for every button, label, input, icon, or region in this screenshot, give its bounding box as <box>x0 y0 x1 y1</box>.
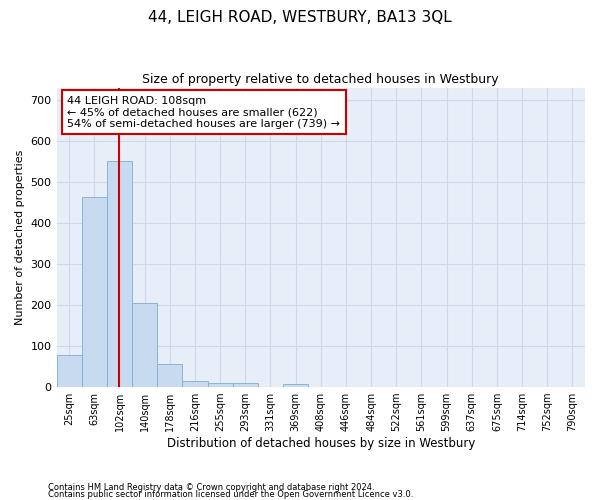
Bar <box>182 381 208 387</box>
Bar <box>132 302 157 387</box>
Bar <box>82 198 107 387</box>
Title: Size of property relative to detached houses in Westbury: Size of property relative to detached ho… <box>142 72 499 86</box>
Text: 44 LEIGH ROAD: 108sqm
← 45% of detached houses are smaller (622)
54% of semi-det: 44 LEIGH ROAD: 108sqm ← 45% of detached … <box>67 96 340 128</box>
X-axis label: Distribution of detached houses by size in Westbury: Distribution of detached houses by size … <box>167 437 475 450</box>
Bar <box>283 384 308 387</box>
Text: 44, LEIGH ROAD, WESTBURY, BA13 3QL: 44, LEIGH ROAD, WESTBURY, BA13 3QL <box>148 10 452 25</box>
Bar <box>107 162 132 387</box>
Bar <box>157 364 182 387</box>
Bar <box>233 384 258 387</box>
Text: Contains public sector information licensed under the Open Government Licence v3: Contains public sector information licen… <box>48 490 413 499</box>
Y-axis label: Number of detached properties: Number of detached properties <box>15 150 25 326</box>
Bar <box>208 384 233 387</box>
Text: Contains HM Land Registry data © Crown copyright and database right 2024.: Contains HM Land Registry data © Crown c… <box>48 484 374 492</box>
Bar <box>56 355 82 387</box>
